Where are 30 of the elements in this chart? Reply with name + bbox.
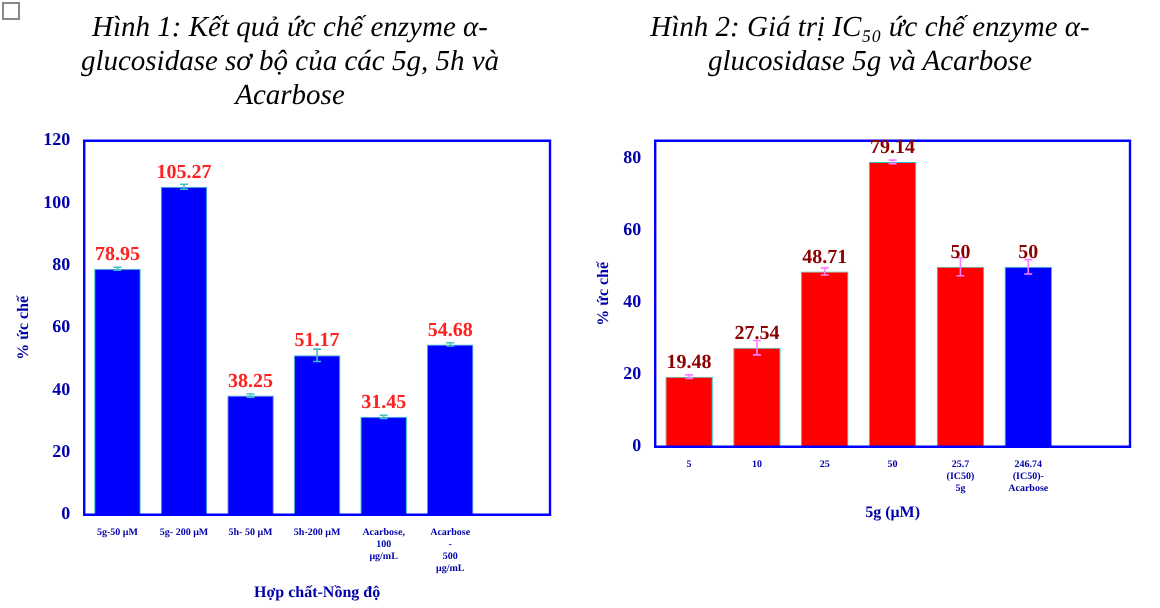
y-tick-label: 0 xyxy=(632,435,643,456)
data-label: 105.27 xyxy=(156,161,212,184)
y-tick-label: 80 xyxy=(623,147,643,168)
x-axis-title: 5g (μM) xyxy=(865,502,921,521)
y-axis-title: % ức chế xyxy=(13,295,32,360)
x-axis-title: Hợp chất-Nồng độ xyxy=(253,582,381,601)
y-tick-label: 60 xyxy=(623,219,643,240)
y-tick-label: 40 xyxy=(52,378,72,399)
data-label: 50 xyxy=(1018,241,1039,264)
data-label: 78.95 xyxy=(94,243,140,266)
data-label: 51.17 xyxy=(294,330,340,353)
y-tick-label: 20 xyxy=(623,363,643,384)
y-tick-label: 0 xyxy=(61,503,72,524)
data-label: 48.71 xyxy=(802,246,848,269)
y-tick-label: 60 xyxy=(52,316,72,337)
data-label: 19.48 xyxy=(666,351,712,374)
y-tick-label: 80 xyxy=(52,254,72,275)
data-label: 54.68 xyxy=(427,319,473,342)
data-label: 79.14 xyxy=(870,137,916,160)
data-label: 31.45 xyxy=(361,391,407,414)
y-tick-label: 100 xyxy=(43,191,72,212)
y-tick-label: 20 xyxy=(52,441,72,462)
data-label: 38.25 xyxy=(228,370,274,393)
y-tick-label: 40 xyxy=(623,291,643,312)
y-axis-title: % ức chế xyxy=(593,261,612,326)
data-label: 50 xyxy=(950,241,971,264)
chart-title: Hình 1: Kết quả ức chế enzyme α-glucosidase sơ bộ của các 5g, 5h và Acarbose xyxy=(78,12,502,114)
chart-title: Hình 2: Giá trị IC₅₀ ức chế enzyme α-glucosidase 5g và Acarbose xyxy=(648,12,1092,80)
data-label: 27.54 xyxy=(734,322,780,345)
y-tick-label: 120 xyxy=(43,129,72,150)
